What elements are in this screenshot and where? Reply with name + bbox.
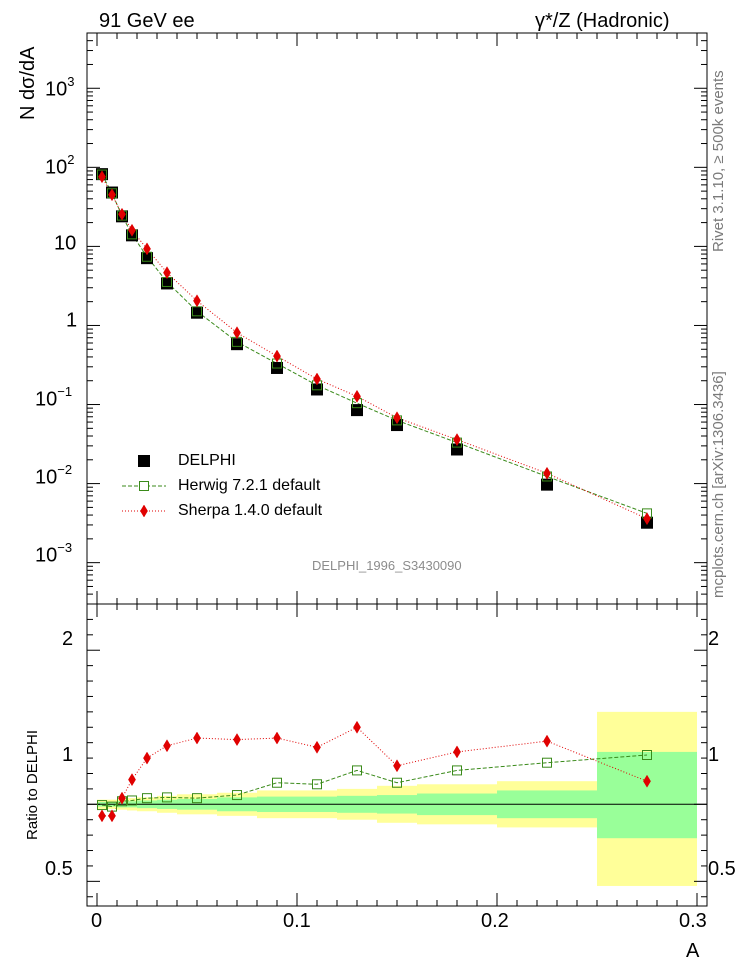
legend-label-sherpa: Sherpa 1.4.0 default: [178, 502, 323, 519]
sherpa-point: [313, 372, 321, 386]
rivet-label: Rivet 3.1.10, ≥ 500k events: [710, 70, 727, 252]
main-y-tick-label: 10−1: [35, 384, 73, 411]
sherpa-ratio-point: [233, 733, 241, 747]
ratio-y-axis-title: Ratio to DELPHI: [24, 729, 41, 840]
sherpa-ratio-point: [643, 774, 651, 788]
sherpa-ratio-point: [163, 739, 171, 753]
sherpa-ratio-point: [453, 745, 461, 759]
delphi-point: [191, 306, 203, 319]
sherpa-ratio-point: [118, 791, 126, 805]
ratio-y-tick-label-right: 2: [708, 628, 720, 650]
ratio-band-inner: [597, 751, 697, 839]
analysis-id: DELPHI_1996_S3430090: [312, 558, 462, 573]
sherpa-ratio-point: [393, 759, 401, 773]
sherpa-ratio-point: [353, 720, 361, 734]
legend-label-delphi: DELPHI: [178, 452, 236, 469]
x-axis-title: A: [686, 940, 700, 962]
ratio-frame: [86, 603, 708, 907]
main-y-tick-label: 10−2: [35, 462, 73, 489]
ratio-y-tick-label-right: 1: [708, 744, 720, 766]
herwig-ratio-point: [162, 792, 172, 803]
x-tick-label: 0.1: [283, 910, 311, 932]
sherpa-point: [163, 266, 171, 280]
herwig-ratio-point: [142, 793, 152, 804]
sherpa-ratio-point: [543, 734, 551, 748]
main-panel: [86, 32, 708, 906]
main-y-tick-label: 102: [45, 152, 75, 179]
sherpa-ratio-point: [193, 731, 201, 745]
herwig-ratio-point: [542, 757, 552, 768]
delphi-point: [161, 277, 173, 290]
delphi-point: [351, 404, 363, 417]
legend-marker-sherpa: [140, 504, 148, 518]
herwig-ratio-point: [192, 793, 202, 804]
x-tick-label: 0.3: [679, 910, 707, 932]
ratio-y-tick-label: 2: [62, 628, 74, 650]
sherpa-ratio-point: [108, 809, 116, 823]
main-y-tick-label: 103: [45, 74, 75, 101]
ratio-y-tick-label: 0.5: [45, 858, 73, 880]
sherpa-point: [543, 466, 551, 480]
sherpa-point: [233, 326, 241, 340]
header-right-title: γ*/Z (Hadronic): [535, 10, 670, 32]
sherpa-ratio-point: [313, 740, 321, 754]
main-y-axis-title: N dσ/dA: [17, 46, 39, 121]
legend-marker-herwig: [139, 481, 149, 491]
sherpa-ratio-point: [98, 809, 106, 823]
sherpa-point: [108, 188, 116, 202]
herwig-ratio-point: [392, 777, 402, 788]
ratio-panel: [86, 603, 708, 907]
sherpa-point: [193, 294, 201, 308]
herwig-ratio-point: [352, 765, 362, 776]
main-y-tick-label: 10: [54, 232, 77, 255]
sherpa-ratio-point: [143, 751, 151, 765]
sherpa-point: [98, 170, 106, 184]
herwig-ratio-point: [312, 779, 322, 790]
herwig-ratio-point: [272, 777, 282, 788]
sherpa-point: [143, 242, 151, 256]
sherpa-point: [128, 223, 136, 237]
sherpa-point: [393, 411, 401, 425]
sherpa-ratio-point: [273, 731, 281, 745]
legend-marker-delphi: [138, 455, 150, 467]
sherpa-point: [353, 389, 361, 403]
sherpa-point: [643, 512, 651, 526]
sherpa-point: [273, 349, 281, 363]
main-y-tick-label: 10−3: [35, 540, 73, 567]
sherpa-point: [453, 433, 461, 447]
sherpa-point: [118, 207, 126, 221]
herwig-ratio-line: [101, 754, 648, 808]
herwig-ratio-point: [452, 765, 462, 776]
herwig-ratio-point: [127, 795, 137, 806]
x-tick-label: 0: [91, 910, 103, 932]
ratio-y-tick-label-right: 0.5: [708, 858, 736, 880]
ratio-y-tick-label: 1: [62, 744, 74, 766]
x-tick-label: 0.2: [481, 910, 509, 932]
sherpa-ratio-point: [128, 773, 136, 787]
mcplots-label: mcplots.cern.ch [arXiv:1306.3436]: [710, 371, 727, 598]
herwig-ratio-point: [232, 790, 242, 801]
delphi-point: [231, 338, 243, 351]
main-y-tick-label: 1: [66, 309, 78, 332]
legend-label-herwig: Herwig 7.2.1 default: [178, 477, 321, 494]
header-left-title: 91 GeV ee: [99, 10, 195, 32]
herwig-ratio-point: [642, 750, 652, 760]
